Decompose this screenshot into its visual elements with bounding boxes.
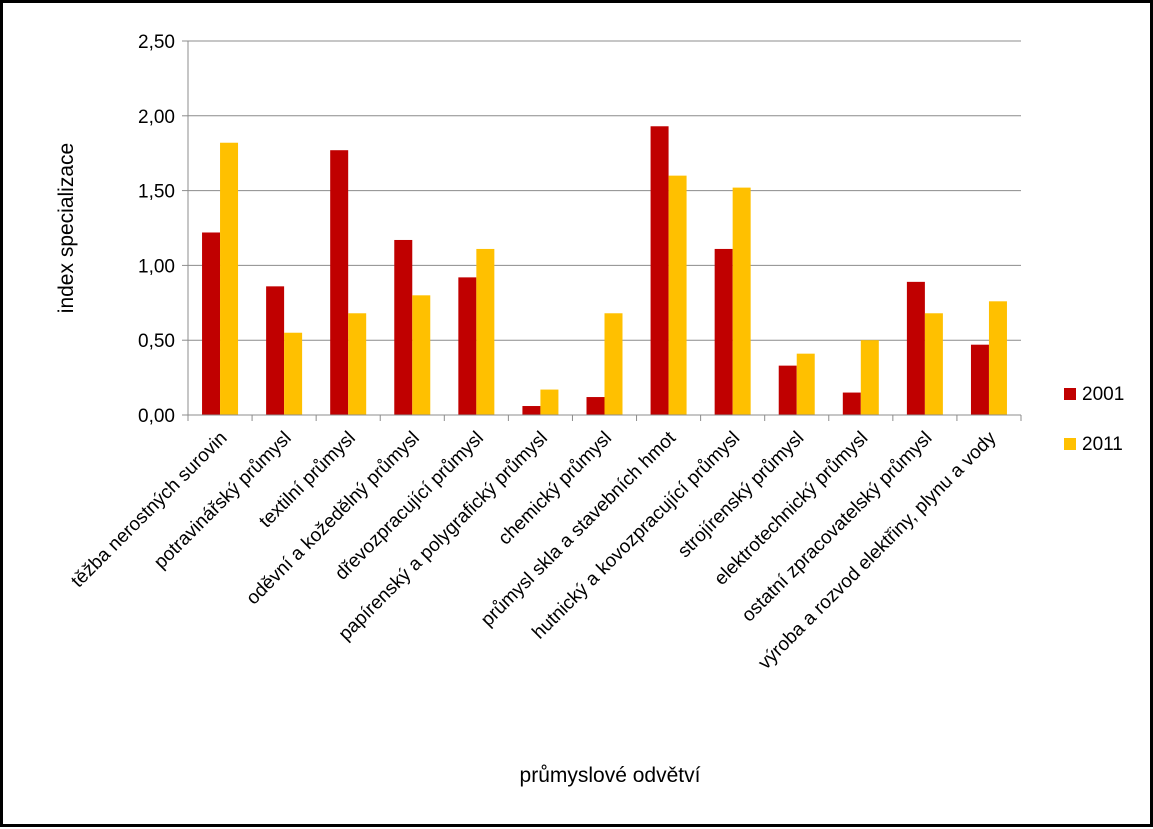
- y-axis-title: index specializace: [55, 143, 78, 313]
- bar-2001: [458, 277, 477, 415]
- bars: [202, 126, 1007, 415]
- bar-2011: [220, 142, 239, 415]
- bar-2011: [796, 353, 815, 415]
- y-tick-label: 0,50: [138, 331, 175, 352]
- axes: [182, 40, 1022, 421]
- bar-chart: 0,00 0,50 1,00 1,50 2,00 2,50 těžba nerostnýc…: [55, 32, 1124, 787]
- bar-2011: [476, 248, 495, 415]
- x-tick-label: strojírenský průmysl: [674, 428, 808, 562]
- bar-2001: [650, 126, 669, 415]
- bar-2011: [924, 313, 943, 415]
- legend-swatch-2011: [1064, 438, 1076, 450]
- bar-2001: [394, 239, 413, 415]
- bar-2011: [988, 301, 1007, 415]
- x-axis-title: průmyslové odvětví: [520, 764, 701, 787]
- bar-2011: [668, 175, 687, 415]
- y-tick-label: 2,00: [138, 107, 175, 128]
- x-tick-label: výroba a rozvod elektřiny, plynu a vody: [754, 427, 1000, 673]
- bar-2001: [586, 397, 605, 415]
- bar-2011: [348, 313, 367, 415]
- bar-2011: [284, 332, 303, 415]
- bar-2011: [412, 295, 431, 415]
- legend-swatch-2001: [1064, 388, 1076, 400]
- bar-2001: [842, 392, 861, 415]
- bar-2001: [970, 344, 989, 415]
- bar-2011: [732, 187, 751, 415]
- bar-2001: [778, 365, 797, 415]
- legend-label-2011: 2011: [1082, 434, 1123, 455]
- legend-label-2001: 2001: [1082, 384, 1124, 405]
- bar-2011: [604, 313, 623, 415]
- x-tick-label: chemický průmysl: [494, 428, 616, 550]
- bar-2011: [860, 340, 879, 415]
- y-tick-label: 1,50: [138, 182, 175, 203]
- y-tick-label: 0,00: [138, 406, 175, 427]
- bar-2001: [266, 286, 285, 415]
- bar-2001: [714, 248, 733, 415]
- gridlines: [188, 40, 1021, 341]
- bar-2001: [202, 232, 221, 415]
- bar-2011: [540, 389, 559, 415]
- y-tick-labels: 0,00 0,50 1,00 1,50 2,00 2,50: [138, 32, 175, 427]
- y-tick-label: 2,50: [138, 32, 175, 53]
- legend: 2001 2011: [1064, 384, 1124, 455]
- bar-2001: [906, 281, 925, 415]
- y-tick-label: 1,00: [138, 256, 175, 277]
- bar-2001: [330, 150, 349, 415]
- bar-2001: [522, 406, 541, 415]
